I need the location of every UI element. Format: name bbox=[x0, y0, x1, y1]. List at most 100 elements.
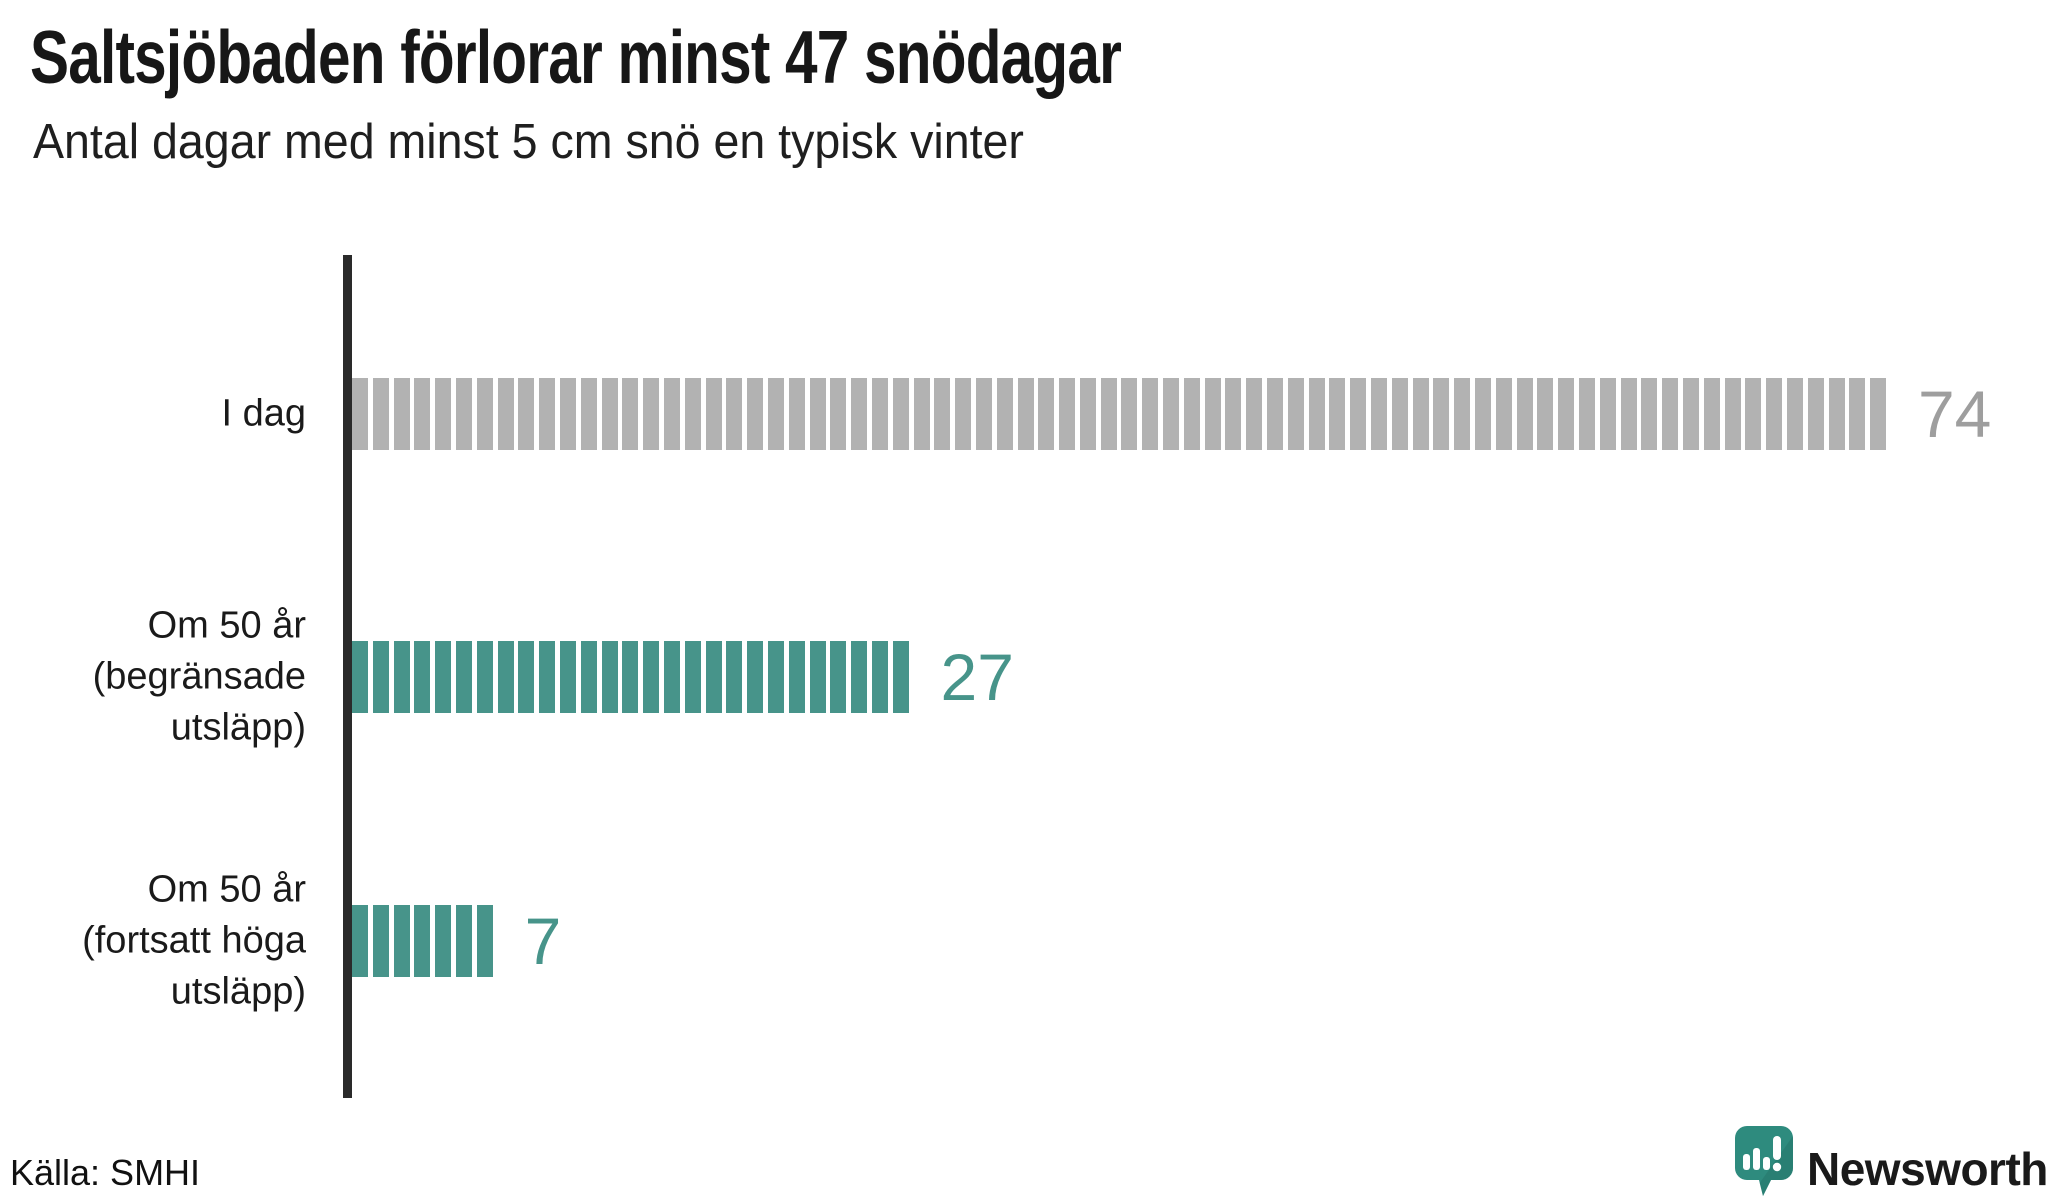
bar-segment bbox=[539, 378, 556, 450]
chart-title: Saltsjöbaden förlorar minst 47 snödagar bbox=[30, 15, 1122, 99]
bar-segment bbox=[455, 641, 472, 713]
bar-segment bbox=[747, 641, 764, 713]
bar-segment bbox=[393, 905, 410, 977]
bar-segment bbox=[601, 641, 618, 713]
bar-segment bbox=[1142, 378, 1159, 450]
bar-segment bbox=[747, 378, 764, 450]
bar-segment bbox=[643, 378, 660, 450]
bar-segment bbox=[1807, 378, 1824, 450]
bar-segment bbox=[892, 641, 909, 713]
bar-segment bbox=[684, 641, 701, 713]
bar-segment bbox=[1620, 378, 1637, 450]
category-label-line: utsläpp) bbox=[170, 706, 306, 749]
bar-segment bbox=[851, 641, 868, 713]
bar-segment bbox=[788, 378, 805, 450]
bar-segment bbox=[580, 378, 597, 450]
bar-segment bbox=[1100, 378, 1117, 450]
bar-segment bbox=[1204, 378, 1221, 450]
category-label: I dag bbox=[0, 389, 306, 440]
bar-segment bbox=[1079, 378, 1096, 450]
bar-segment bbox=[643, 641, 660, 713]
bar-segment bbox=[1329, 378, 1346, 450]
bar-segment bbox=[435, 378, 452, 450]
bar-segment bbox=[809, 641, 826, 713]
bar-segment bbox=[372, 378, 389, 450]
bar-segment bbox=[1038, 378, 1055, 450]
bar-segment bbox=[809, 378, 826, 450]
bar-segment bbox=[1662, 378, 1679, 450]
bar-segment bbox=[1225, 378, 1242, 450]
bar-segment bbox=[372, 641, 389, 713]
bar-segment bbox=[1059, 378, 1076, 450]
category-label: Om 50 år (begränsade utsläpp) bbox=[0, 601, 306, 754]
bar-segment bbox=[830, 378, 847, 450]
bar-area: 27 bbox=[352, 640, 1014, 714]
bar-segment bbox=[934, 378, 951, 450]
bar-segment bbox=[1828, 378, 1845, 450]
bar-segment bbox=[996, 378, 1013, 450]
bar-segment bbox=[767, 641, 784, 713]
bar-segment bbox=[1641, 378, 1658, 450]
bar-segment bbox=[476, 378, 493, 450]
newsworthy-speech-bubble-bar-chart-icon bbox=[1735, 1126, 1793, 1196]
bar-segment bbox=[726, 641, 743, 713]
bar-segment bbox=[1579, 378, 1596, 450]
bar-segment bbox=[1121, 378, 1138, 450]
bar-segment bbox=[767, 378, 784, 450]
category-label-line: I dag bbox=[221, 392, 306, 435]
category-label-line: (begränsade bbox=[92, 655, 306, 698]
bar-segment bbox=[414, 378, 431, 450]
bar-segment bbox=[1454, 378, 1471, 450]
category-label-line: (fortsatt höga bbox=[82, 919, 306, 962]
bar-segment bbox=[455, 378, 472, 450]
bar-segment bbox=[663, 641, 680, 713]
value-label: 7 bbox=[524, 904, 562, 978]
bar-segment bbox=[871, 641, 888, 713]
bar bbox=[352, 905, 498, 977]
bar-segment bbox=[1849, 378, 1866, 450]
bar-segment bbox=[622, 378, 639, 450]
newsworthy-wordmark: Newsworthy bbox=[1807, 1143, 2048, 1195]
bar-segment bbox=[1350, 378, 1367, 450]
bar-segment bbox=[1703, 378, 1720, 450]
bar-segment bbox=[352, 378, 368, 450]
bar-segment bbox=[1558, 378, 1575, 450]
bar-segment bbox=[684, 378, 701, 450]
bar-segment bbox=[393, 378, 410, 450]
bar-segment bbox=[518, 378, 535, 450]
bar-segment bbox=[1308, 378, 1325, 450]
bar-area: 7 bbox=[352, 904, 562, 978]
bar-segment bbox=[871, 378, 888, 450]
bar-segment bbox=[663, 378, 680, 450]
bar-segment bbox=[1371, 378, 1388, 450]
bar-segment bbox=[1246, 378, 1263, 450]
y-axis-line bbox=[343, 255, 352, 1098]
bar-segment bbox=[580, 641, 597, 713]
bar-segment bbox=[539, 641, 556, 713]
bar-segment bbox=[1870, 378, 1887, 450]
value-label: 74 bbox=[1917, 377, 1992, 451]
bar-segment bbox=[1183, 378, 1200, 450]
value-label: 27 bbox=[940, 640, 1014, 714]
bar-segment bbox=[435, 641, 452, 713]
source-note: Källa: SMHI bbox=[10, 1152, 201, 1193]
bar-segment bbox=[622, 641, 639, 713]
bar-segment bbox=[955, 378, 972, 450]
category-label-line: Om 50 år bbox=[147, 868, 306, 911]
bar-segment bbox=[1745, 378, 1762, 450]
bar-segment bbox=[559, 641, 576, 713]
bar-segment bbox=[414, 905, 431, 977]
bar-segment bbox=[435, 905, 452, 977]
bar-segment bbox=[975, 378, 992, 450]
bar bbox=[352, 378, 1891, 450]
bar-segment bbox=[497, 378, 514, 450]
bar-segment bbox=[705, 378, 722, 450]
bar-segment bbox=[726, 378, 743, 450]
bar-segment bbox=[1163, 378, 1180, 450]
bar-segment bbox=[1683, 378, 1699, 450]
bar-segment bbox=[518, 641, 535, 713]
bar-segment bbox=[1516, 378, 1533, 450]
bar bbox=[352, 641, 914, 713]
bar-segment bbox=[455, 905, 472, 977]
